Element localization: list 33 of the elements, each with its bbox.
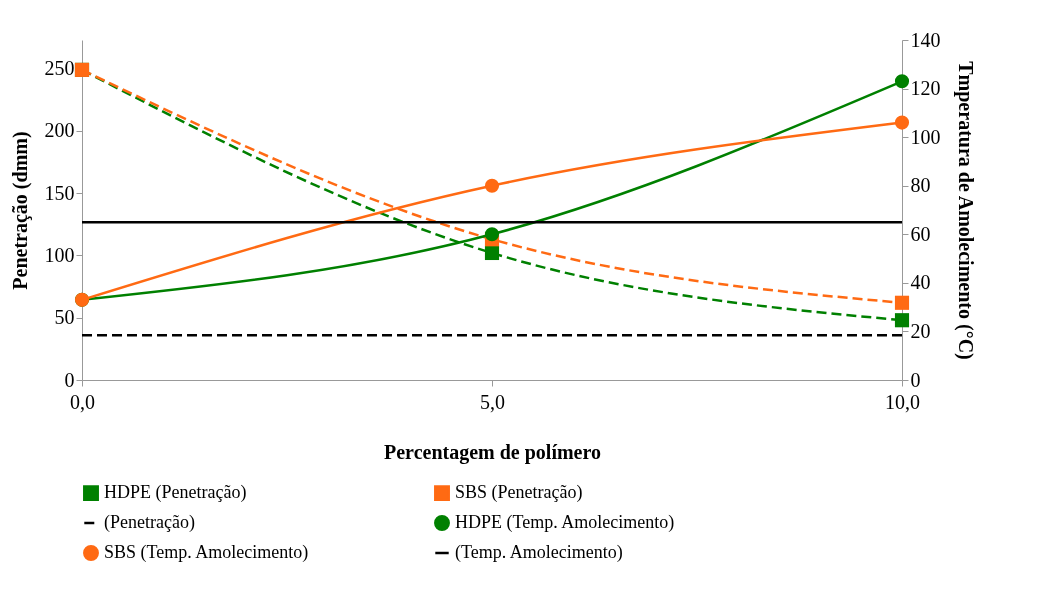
y-axis-title: Penetração (dmm) xyxy=(8,131,32,290)
y-tick-label: 200 xyxy=(44,119,75,142)
point xyxy=(894,295,910,310)
point xyxy=(894,313,910,328)
y-tick-label: 50 xyxy=(54,306,75,329)
point xyxy=(484,178,500,193)
y2-tick-label: 100 xyxy=(910,125,941,148)
y-tick-label: 250 xyxy=(44,57,75,80)
legend-label: SBS (Temp. Amolecimento) xyxy=(104,542,309,563)
x-tick-label: 10,0 xyxy=(885,390,920,413)
legend-label: (Penetração) xyxy=(104,512,195,533)
legend-label: HDPE (Temp. Amolecimento) xyxy=(455,512,675,533)
x-tick-label: 5,0 xyxy=(480,390,505,413)
y2-tick-label: 0 xyxy=(910,368,921,391)
y2-tick-label: 20 xyxy=(910,319,931,342)
y-tick-label: 100 xyxy=(44,243,75,266)
point xyxy=(484,227,500,242)
legend-label: SBS (Penetração) xyxy=(455,482,583,504)
y-tick-label: 150 xyxy=(44,181,75,204)
legend-label: (Temp. Amolecimento) xyxy=(455,542,623,563)
y2-tick-label: 60 xyxy=(910,222,931,245)
point xyxy=(894,115,910,130)
point xyxy=(484,245,500,261)
y2-tick-label: 80 xyxy=(910,174,931,197)
y2-axis-title: Tmperatura de Amolecimento (°C) xyxy=(953,61,977,360)
x-axis-title: Percentagem de polímero xyxy=(384,440,601,464)
y2-tick-label: 120 xyxy=(910,77,941,100)
point xyxy=(894,74,910,89)
y2-tick-label: 140 xyxy=(910,28,941,51)
x-tick-label: 0,0 xyxy=(70,390,95,413)
legend-label: HDPE (Penetração) xyxy=(104,482,247,504)
y-tick-label: 0 xyxy=(64,368,75,391)
y2-tick-label: 40 xyxy=(910,271,931,294)
